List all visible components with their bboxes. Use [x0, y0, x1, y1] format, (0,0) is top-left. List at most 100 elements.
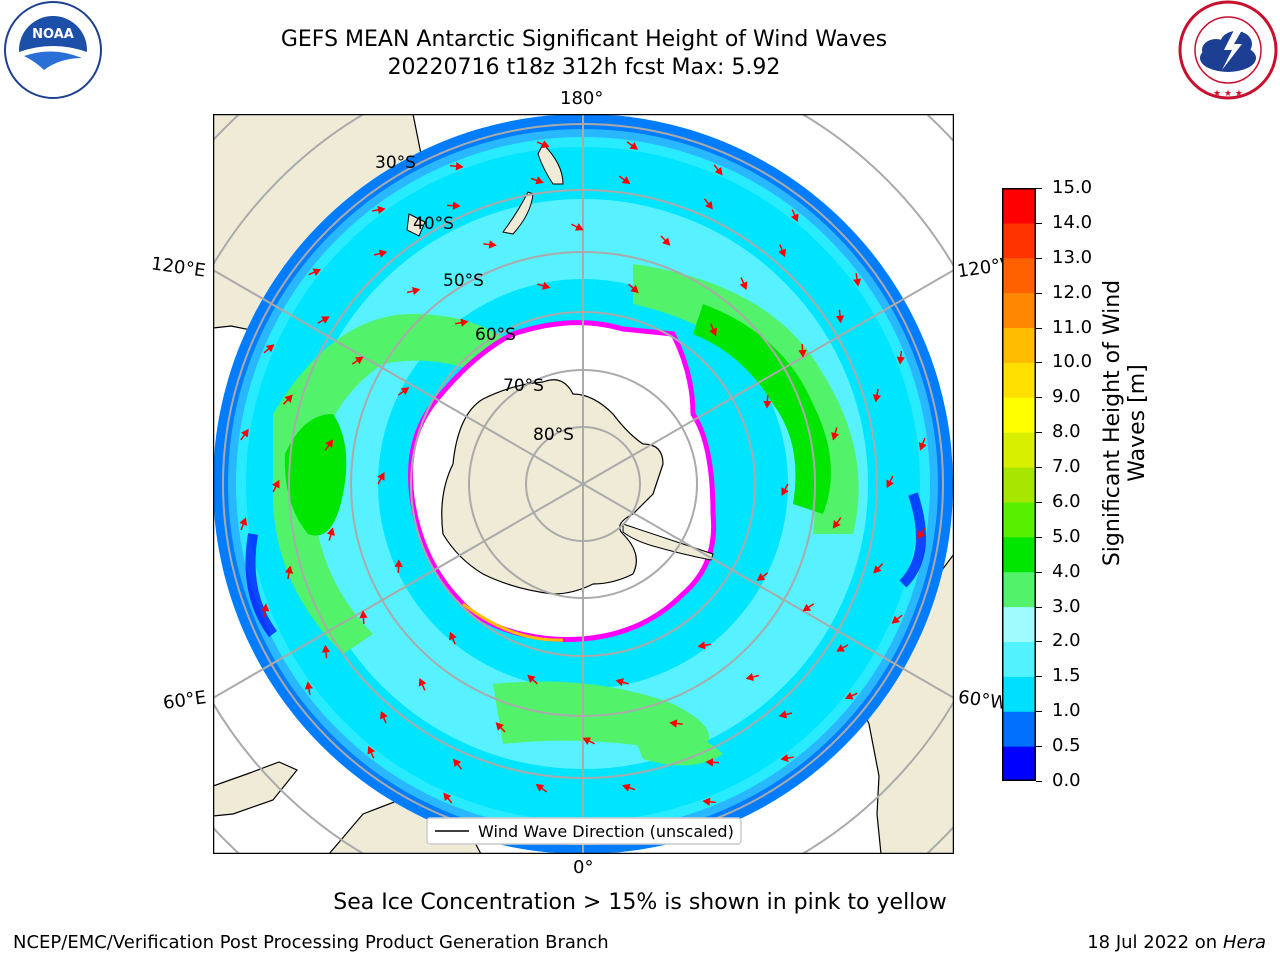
- new-zealand-land: [502, 143, 564, 235]
- wave-direction-arrowhead: [367, 745, 376, 755]
- chart-title: GEFS MEAN Antarctic Significant Height o…: [280, 27, 888, 52]
- colorbar-tick-mark: [1036, 501, 1042, 503]
- map-panel: 30°S 40°S 50°S 60°S 70°S 80°S Wind Wave …: [212, 113, 955, 855]
- wave-direction-arrowhead: [917, 530, 926, 540]
- colorbar-segment: [1002, 641, 1036, 677]
- wave-direction-arrowhead: [312, 268, 322, 277]
- colorbar-segment: [1002, 257, 1036, 294]
- wave-direction-arrowhead: [756, 573, 766, 581]
- colorbar-tick-label: 1.5: [1052, 665, 1081, 687]
- wave-direction-arrowhead: [354, 356, 364, 365]
- colorbar-segment: [1002, 536, 1036, 573]
- lon-label-180: 180°: [560, 88, 604, 109]
- lat-label-50s: 50°S: [443, 271, 484, 291]
- colorbar-tick-mark: [1036, 746, 1042, 748]
- colorbar-tick-mark: [1036, 676, 1042, 678]
- wave-direction-arrowhead: [400, 387, 410, 395]
- colorbar-segment: [1002, 222, 1036, 259]
- colorbar-segment: [1002, 467, 1036, 503]
- lon-label-60e: 60°E: [161, 687, 208, 714]
- svg-text:★ ★ ★: ★ ★ ★: [1213, 89, 1243, 99]
- wave-direction-arrowhead: [527, 674, 536, 683]
- wave-direction-arrowhead: [739, 281, 748, 290]
- wave-direction-arrowhead: [379, 710, 388, 720]
- colorbar-tick-mark: [1036, 432, 1042, 434]
- colorbar-tick-label: 4.0: [1052, 560, 1081, 582]
- wave-direction-arrowhead: [321, 644, 331, 653]
- footer-branch: NCEP/EMC/Verification Post Processing Pr…: [13, 932, 609, 953]
- wave-direction-arrowhead: [835, 315, 845, 324]
- wave-direction-arrowhead: [778, 710, 788, 719]
- sea-ice-note: Sea Ice Concentration > 15% is shown in …: [333, 890, 947, 915]
- lat-label-40s: 40°S: [413, 214, 454, 234]
- wave-direction-arrowhead: [377, 205, 386, 215]
- wave-direction-arrowhead: [891, 615, 901, 624]
- wave-direction-arrowhead: [535, 784, 545, 792]
- colorbar-label: Significant Height of Wind Waves [m]: [1100, 279, 1150, 567]
- wave-direction-arrowhead: [582, 737, 592, 745]
- wave-direction-arrowhead: [418, 678, 427, 687]
- colorbar-tick-label: 13.0: [1052, 246, 1093, 268]
- wave-direction-arrowhead: [763, 400, 772, 409]
- colorbar-segment: [1002, 362, 1036, 398]
- wave-direction-arrowhead: [449, 631, 457, 641]
- lon-label-120e: 120°E: [149, 253, 207, 282]
- wave-direction-arrowhead: [304, 681, 314, 690]
- wave-direction-arrowhead: [622, 783, 631, 792]
- colorbar-segment: [1002, 188, 1036, 224]
- arrow-legend: Wind Wave Direction (unscaled): [426, 817, 742, 845]
- wave-direction-arrowhead: [240, 428, 249, 438]
- wave-direction-arrowhead: [359, 610, 368, 619]
- wave-direction-arrowhead: [265, 344, 275, 353]
- colorbar-tick-mark: [1036, 327, 1042, 329]
- wind-wave-arrows: [239, 140, 927, 828]
- colorbar-tick-label: 5.0: [1052, 525, 1081, 547]
- colorbar-tick-mark: [1036, 292, 1042, 294]
- colorbar-tick-mark: [1036, 711, 1042, 713]
- wave-direction-arrowhead: [378, 249, 388, 258]
- wave-direction-arrowhead: [778, 248, 787, 258]
- wave-direction-arrowhead: [832, 520, 841, 529]
- wave-direction-arrowhead: [918, 442, 927, 451]
- wave-direction-arrowhead: [261, 603, 270, 612]
- wave-direction-arrowhead: [630, 285, 639, 294]
- wave-direction-arrowhead: [702, 797, 711, 806]
- colorbar-tick-label: 14.0: [1052, 211, 1093, 233]
- wave-direction-arrowhead: [798, 349, 807, 358]
- lat-label-60s: 60°S: [475, 325, 516, 345]
- colorbar-segment: [1002, 746, 1036, 782]
- colorbar-tick-label: 10.0: [1052, 351, 1093, 373]
- colorbar-tick-label: 7.0: [1052, 456, 1081, 478]
- wave-direction-arrowhead: [574, 223, 584, 231]
- wave-direction-arrowhead: [326, 527, 335, 536]
- colorbar-tick-mark: [1036, 188, 1042, 189]
- colorbar-segment: [1002, 292, 1036, 329]
- colorbar-segment: [1002, 571, 1036, 608]
- colorbar-segment: [1002, 501, 1036, 538]
- colorbar-tick-label: 9.0: [1052, 386, 1081, 408]
- noaa-logo: NOAA: [0, 0, 106, 104]
- wave-direction-arrowhead: [780, 753, 789, 763]
- wave-direction-arrowhead: [745, 672, 755, 681]
- africa-land: [213, 761, 298, 817]
- wave-direction-arrowhead: [621, 176, 631, 184]
- wave-direction-arrowhead: [831, 432, 840, 441]
- wave-direction-arrowhead: [872, 394, 882, 403]
- wave-direction-arrowhead: [488, 240, 497, 249]
- lat-label-30s: 30°S: [375, 153, 416, 173]
- colorbar-tick-label: 2.0: [1052, 630, 1081, 652]
- colorbar-tick-label: 3.0: [1052, 595, 1081, 617]
- colorbar-segment: [1002, 711, 1036, 747]
- colorbar-tick-label: 0.0: [1052, 770, 1081, 791]
- polar-map: 30°S 40°S 50°S 60°S 70°S 80°S Wind Wave …: [212, 113, 955, 855]
- wave-direction-arrowhead: [453, 758, 462, 768]
- colorbar-segment: [1002, 676, 1036, 712]
- nws-logo: ★ ★ ★: [1176, 0, 1280, 104]
- wave-direction-arrowhead: [714, 166, 723, 176]
- wave-direction-arrowhead: [886, 479, 894, 489]
- colorbar: [1002, 188, 1036, 785]
- wave-direction-arrowhead: [662, 237, 671, 246]
- wave-direction-arrowhead: [443, 792, 452, 802]
- lat-label-70s: 70°S: [503, 376, 544, 396]
- wave-direction-arrowhead: [836, 644, 845, 652]
